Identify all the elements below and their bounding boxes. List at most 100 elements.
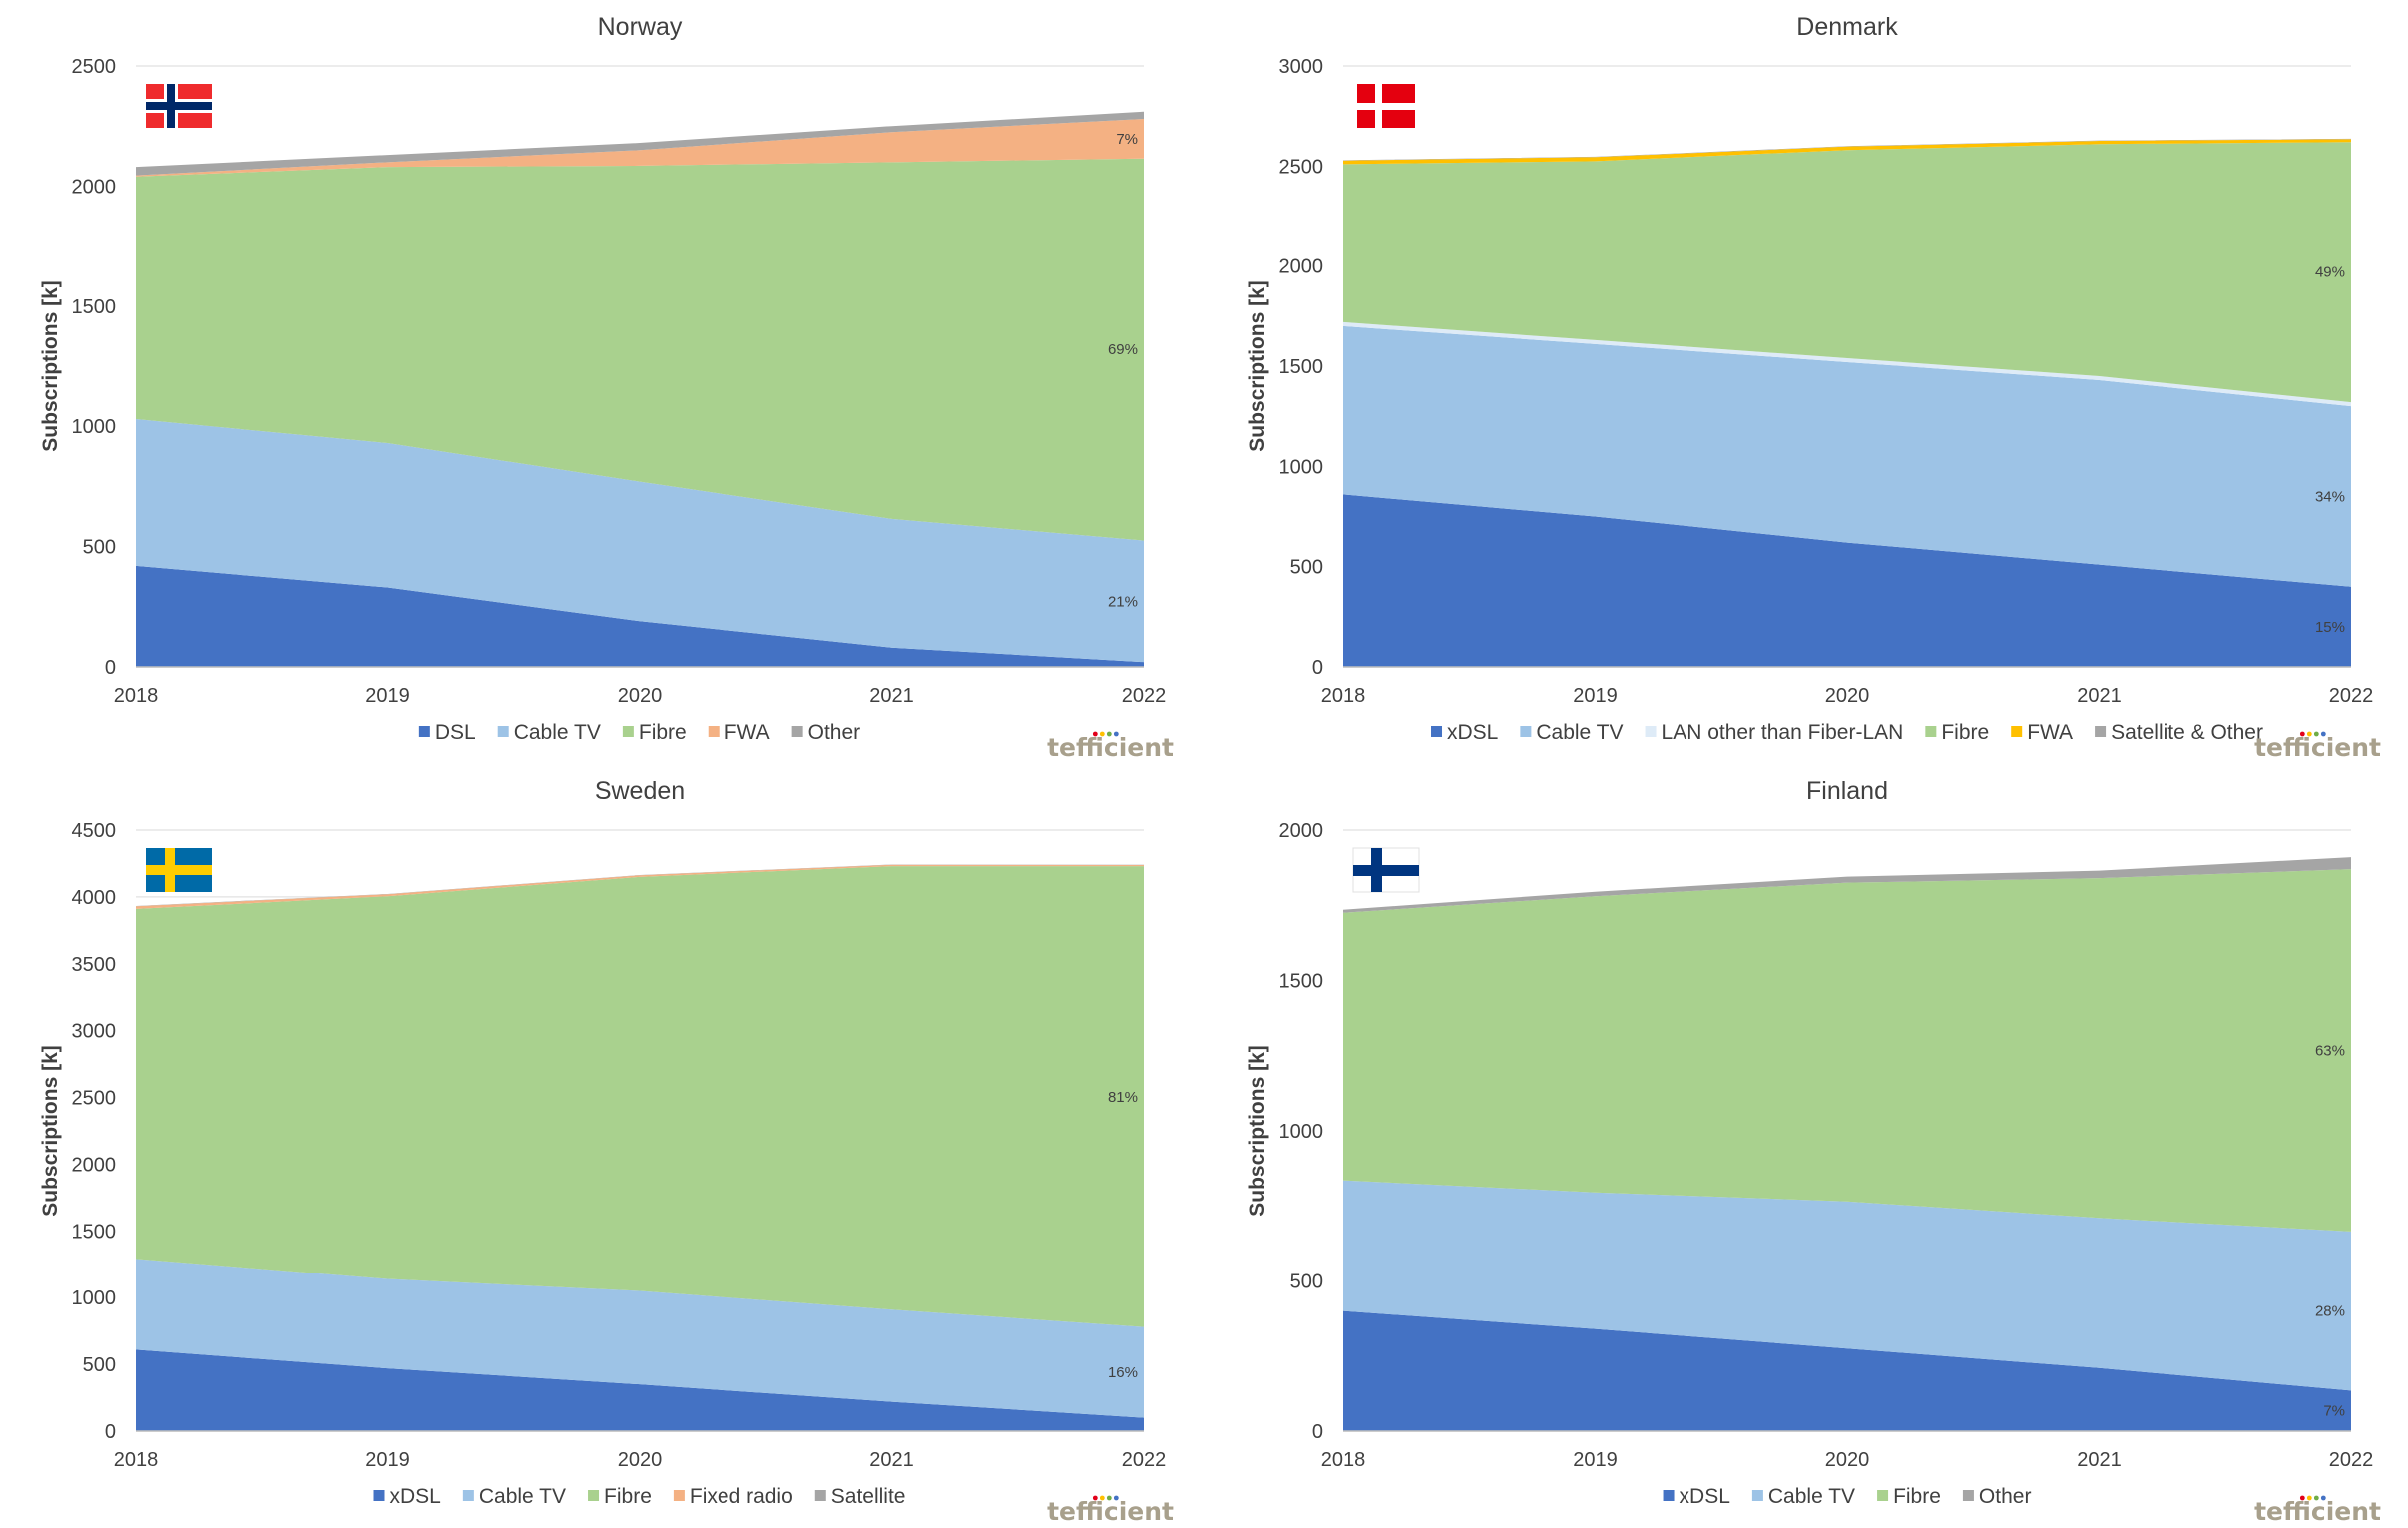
x-tick-label: 2021 [2077,1449,2122,1471]
brand-dot [2313,731,2319,737]
legend-swatch-fibre [1925,726,1937,737]
legend: xDSL Cable TV Fibre Other [1663,1485,2031,1508]
y-tick-label: 1000 [1279,456,1324,478]
chart-panel-sweden: Sweden 0 500 1000 1500 2000 2500 3000 3500 4000 45… [0,764,1198,1528]
chart-title: Finland [1806,777,1888,805]
y-tick-label: 4000 [72,887,117,909]
area-cable-tv [1343,325,2351,587]
y-axis-label: Subscriptions [k] [1246,1045,1269,1217]
x-tick-label: 2022 [2329,1449,2374,1471]
y-tick-label: 0 [1312,1421,1323,1443]
brand-logo: tefficient [2254,1497,2381,1526]
legend-swatch-satellite-other [2095,726,2107,737]
x-tick-label: 2020 [1825,1449,1870,1471]
area-lan-other-than-fiber-lan [1343,321,2351,407]
brand-dot [2320,1495,2326,1501]
x-tick-label: 2020 [618,685,663,707]
x-tick-label: 2018 [1321,1449,1366,1471]
brand-logo: tefficient [1047,1497,1174,1526]
x-tick-label: 2019 [365,685,410,707]
legend-swatch-dsl [418,726,430,737]
brand-dot [2306,731,2312,737]
brand-dot [2306,1495,2312,1501]
y-tick-label: 0 [105,657,116,679]
legend-swatch-cable-tv [1520,726,1532,737]
legend-swatch-xdsl [373,1490,385,1501]
brand-dot [1092,1495,1098,1501]
x-tick-label: 2018 [1321,685,1366,707]
chart-norway: Norway 0 500 1000 1500 2000 2500 Subscriptions … [39,13,1174,762]
flag-finland-icon [1352,847,1420,893]
legend-swatch-fibre [1877,1490,1889,1501]
legend: xDSL Cable TV Fibre Fixed radio Satellite [373,1485,906,1508]
y-tick-label: 3500 [72,954,117,976]
x-tick-label: 2021 [2077,685,2122,707]
x-tick-label: 2021 [869,685,914,707]
brand-dot [1106,1495,1112,1501]
data-label: 16% [1108,1364,1138,1381]
chart-finland: Finland 0 500 1000 1500 2000 Subscriptions [k]… [1246,777,2381,1526]
y-tick-label: 500 [1290,557,1323,579]
legend-swatch-cable-tv [462,1490,474,1501]
brand-dot [2299,731,2305,737]
legend-label-satellite-other: Satellite & Other [2111,721,2263,744]
chart-title: Norway [598,13,683,41]
chart-panel-finland: Finland 0 500 1000 1500 2000 Subscriptions [k]… [1207,764,2405,1528]
brand-dot [2320,731,2326,737]
brand-dot [1113,731,1119,737]
legend-swatch-fixed-radio [673,1490,685,1501]
y-tick-label: 1000 [72,416,117,438]
area-xdsl [1343,494,2351,667]
legend-label-fwa: FWA [724,721,770,744]
flag-sweden-icon [146,848,212,892]
area-xdsl [1343,1310,2351,1431]
y-tick-label: 3000 [72,1021,117,1043]
legend-swatch-fibre [622,726,634,737]
x-tick-label: 2021 [869,1449,914,1471]
brand-logo: tefficient [1047,733,1174,762]
y-axis-label: Subscriptions [k] [1246,280,1269,452]
area-xdsl [136,1349,1144,1431]
brand-dot [1113,1495,1119,1501]
chart-sweden: Sweden 0 500 1000 1500 2000 2500 3000 3500 4000 45… [39,777,1174,1526]
x-tick-label: 2022 [2329,685,2374,707]
y-tick-label: 0 [1312,657,1323,679]
chart-denmark: Denmark 0 500 1000 1500 2000 2500 3000 Subscript… [1246,13,2381,762]
x-tick-label: 2018 [114,1449,159,1471]
y-axis-label: Subscriptions [k] [39,280,62,452]
x-tick-label: 2022 [1122,685,1167,707]
y-tick-label: 1500 [1279,971,1324,993]
legend-swatch-satellite [814,1490,826,1501]
area-dsl [136,565,1144,667]
legend-swatch-xdsl [1431,726,1443,737]
y-tick-label: 2500 [1279,156,1324,178]
y-tick-label: 2000 [1279,820,1324,842]
y-tick-label: 0 [105,1421,116,1443]
brand-dot [1099,731,1105,737]
legend-label-fixed-radio: Fixed radio [690,1485,793,1508]
x-tick-label: 2019 [1573,1449,1618,1471]
y-tick-label: 500 [1290,1272,1323,1293]
brand-dot [1099,1495,1105,1501]
area-cable-tv [136,1259,1144,1418]
legend-swatch-fibre [588,1490,600,1501]
y-tick-label: 2500 [72,56,117,78]
legend-label-fibre: Fibre [604,1485,652,1508]
legend-swatch-other [791,726,803,737]
legend-label-fibre: Fibre [1893,1485,1941,1508]
legend-swatch-lan-other-than-fiber-lan [1645,726,1657,737]
data-label: 7% [1116,131,1138,148]
area-other [1343,857,2351,913]
area-cable-tv [136,418,1144,663]
legend-label-cable-tv: Cable TV [479,1485,566,1508]
y-axis-label: Subscriptions [k] [39,1045,62,1217]
y-tick-label: 2500 [72,1088,117,1110]
data-label: 63% [2315,1042,2345,1059]
legend-label-other: Other [808,721,861,744]
legend-label-cable-tv: Cable TV [514,721,601,744]
chart-title: Denmark [1796,13,1898,41]
flag-denmark-icon [1357,84,1415,128]
y-tick-label: 4500 [72,820,117,842]
legend-label-cable-tv: Cable TV [1536,721,1623,744]
